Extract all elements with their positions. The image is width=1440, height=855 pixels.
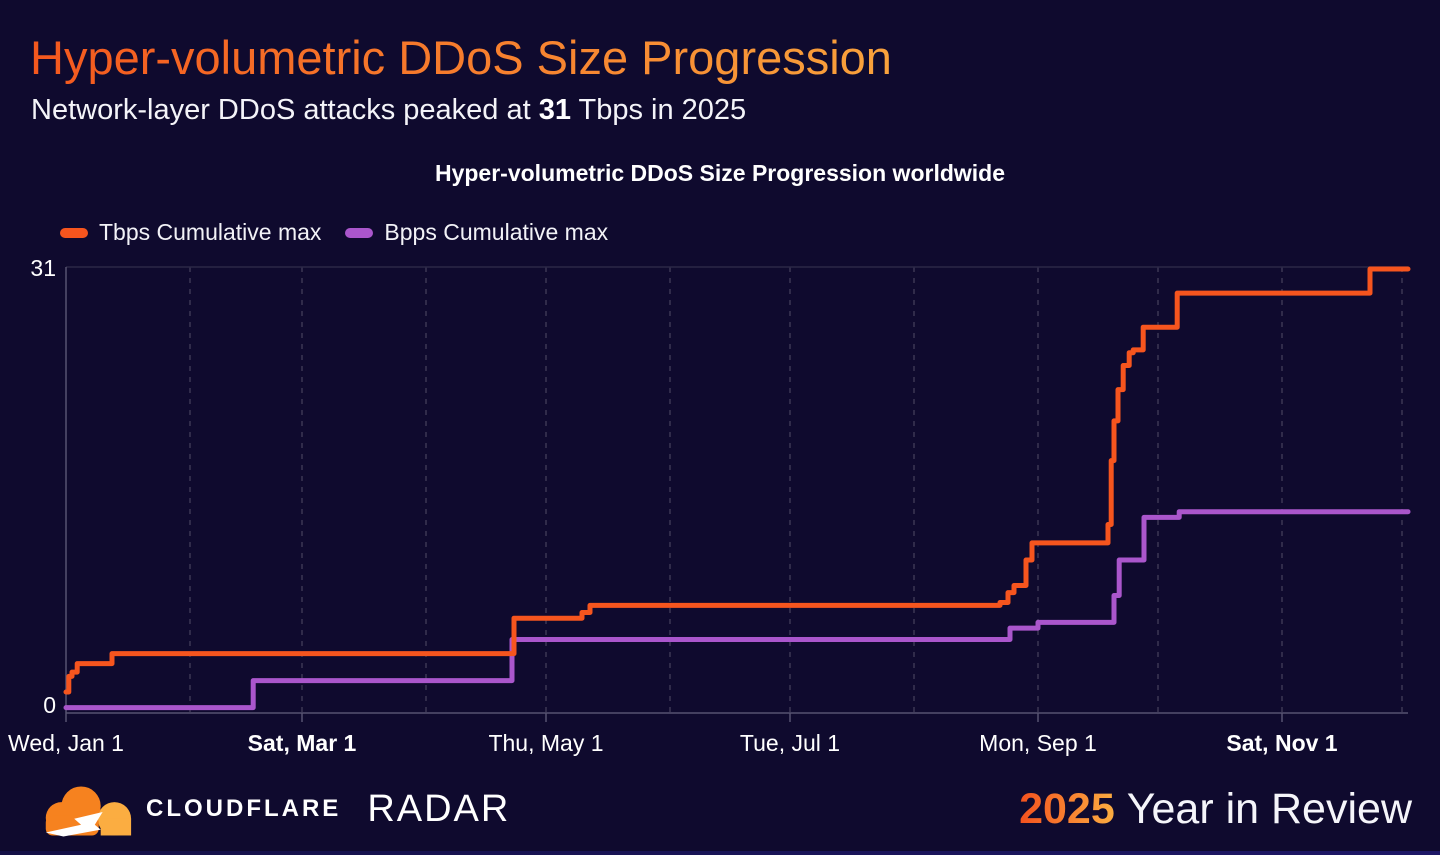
bpps-series-swatch-icon	[345, 227, 374, 238]
legend-item-bpps[interactable]: Bpps Cumulative max	[345, 219, 608, 246]
cloudflare-cloud-logo-icon	[45, 786, 132, 837]
footer-campaign: 2025 Year in Review	[1019, 785, 1412, 834]
subtitle-prefix: Network-layer DDoS attacks peaked at	[31, 94, 539, 126]
legend-item-tbps[interactable]: Tbps Cumulative max	[60, 219, 321, 246]
x-tick-label: Tue, Jul 1	[740, 730, 840, 756]
footer-branding: CLOUDFLARE RADAR	[34, 779, 510, 839]
footer-product-name: RADAR	[367, 787, 511, 830]
legend-label-bpps: Bpps Cumulative max	[384, 219, 609, 245]
tbps-series-swatch-icon	[60, 227, 88, 238]
footer-brand-name: CLOUDFLARE	[146, 795, 342, 822]
bpps-series-line	[63, 509, 1411, 711]
subtitle-peak-value: 31	[538, 94, 571, 126]
x-tick-label: Sat, Mar 1	[248, 730, 357, 756]
page-title: Hyper-volumetric DDoS Size Progression	[30, 31, 892, 84]
x-tick-label: Wed, Jan 1	[8, 730, 124, 756]
x-tick-label: Mon, Sep 1	[979, 730, 1097, 756]
legend: Tbps Cumulative max Bpps Cumulative max	[60, 219, 608, 246]
tbps-series-line	[63, 266, 1411, 695]
legend-label-tbps: Tbps Cumulative max	[99, 219, 322, 245]
chart-title: Hyper-volumetric DDoS Size Progression w…	[434, 160, 1005, 186]
y-tick-label-zero: 0	[43, 692, 56, 718]
bottom-accent-strip	[0, 851, 1440, 855]
page-subtitle: Network-layer DDoS attacks peaked at 31 …	[31, 94, 746, 127]
x-tick-label: Sat, Nov 1	[1226, 730, 1337, 756]
footer-year: 2025	[1019, 785, 1115, 833]
y-tick-label-max: 31	[30, 255, 56, 281]
footer-tagline: Year in Review	[1126, 785, 1412, 833]
x-tick-label: Thu, May 1	[488, 730, 603, 756]
subtitle-suffix: Tbps in 2025	[570, 94, 747, 126]
